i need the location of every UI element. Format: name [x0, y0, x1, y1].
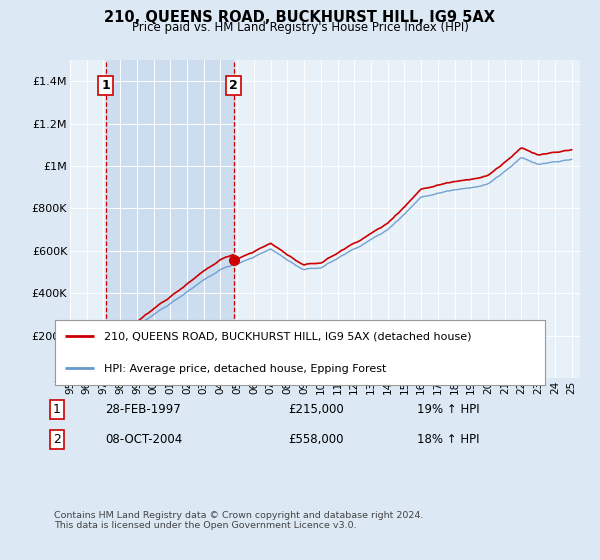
Bar: [106, 60, 233, 378]
Text: 2: 2: [53, 433, 61, 446]
Text: 1: 1: [53, 403, 61, 416]
Text: £558,000: £558,000: [288, 433, 343, 446]
Text: 210, QUEENS ROAD, BUCKHURST HILL, IG9 5AX (detached house): 210, QUEENS ROAD, BUCKHURST HILL, IG9 5A…: [104, 332, 472, 342]
Text: 2: 2: [229, 79, 238, 92]
Text: 08-OCT-2004: 08-OCT-2004: [105, 433, 182, 446]
Text: 210, QUEENS ROAD, BUCKHURST HILL, IG9 5AX: 210, QUEENS ROAD, BUCKHURST HILL, IG9 5A…: [104, 10, 496, 25]
Text: Price paid vs. HM Land Registry's House Price Index (HPI): Price paid vs. HM Land Registry's House …: [131, 21, 469, 34]
Text: 19% ↑ HPI: 19% ↑ HPI: [417, 403, 479, 416]
Text: HPI: Average price, detached house, Epping Forest: HPI: Average price, detached house, Eppi…: [104, 365, 386, 375]
Text: Contains HM Land Registry data © Crown copyright and database right 2024.
This d: Contains HM Land Registry data © Crown c…: [54, 511, 424, 530]
Text: 28-FEB-1997: 28-FEB-1997: [105, 403, 181, 416]
Text: 18% ↑ HPI: 18% ↑ HPI: [417, 433, 479, 446]
Text: £215,000: £215,000: [288, 403, 344, 416]
Text: 1: 1: [101, 79, 110, 92]
